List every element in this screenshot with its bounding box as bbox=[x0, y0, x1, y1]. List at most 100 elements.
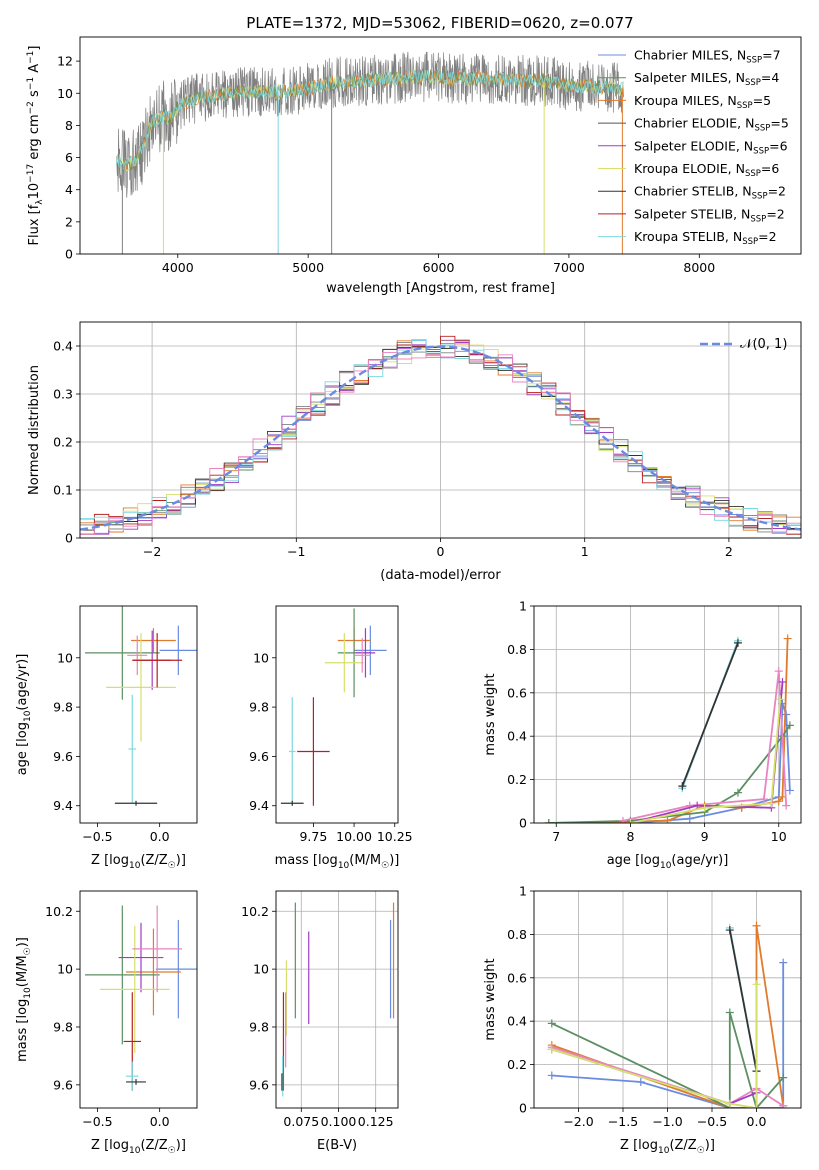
x-axis-label: Z [log10(Z/Z☉)] bbox=[91, 853, 186, 871]
series-marker bbox=[663, 816, 672, 823]
data-point bbox=[297, 697, 330, 806]
data-point bbox=[131, 628, 176, 653]
age_vs_Z-frame bbox=[79, 605, 198, 824]
series-marker bbox=[774, 667, 783, 676]
x-tick-label: 10 bbox=[771, 829, 787, 844]
x-tick-label: −2.0 bbox=[563, 1114, 593, 1129]
legend-sub: SSP bbox=[754, 124, 770, 134]
label-part: Z [log bbox=[620, 1138, 658, 1153]
series-marker bbox=[725, 1008, 734, 1017]
legend-label: Kroupa MILES, NSSP=5 bbox=[634, 93, 771, 111]
residual-histogram bbox=[80, 335, 801, 535]
y-tick-label: 10 bbox=[253, 962, 269, 977]
mass_vs_ebv-grid bbox=[276, 891, 398, 1108]
y-axis-label: Flux [fλ10−17 erg cm−2 s−1 A−1] bbox=[26, 46, 45, 246]
residual-histogram bbox=[80, 340, 801, 535]
legend-value: =7 bbox=[762, 48, 780, 63]
x-axis-label: Z [log10(Z/Z☉)] bbox=[91, 1138, 186, 1156]
legend-value: =5 bbox=[753, 93, 771, 108]
x-tick-label: 9.75 bbox=[299, 829, 327, 844]
y-tick-label: 0.4 bbox=[53, 339, 73, 354]
x-tick-label: −1.5 bbox=[608, 1114, 638, 1129]
data-point bbox=[289, 697, 296, 806]
y-tick-label: 0 bbox=[65, 531, 73, 546]
y-tick-label: 10 bbox=[57, 962, 73, 977]
label-part: 10 bbox=[129, 861, 141, 871]
x-tick-label: 0 bbox=[437, 544, 445, 559]
series-marker bbox=[544, 819, 553, 823]
label-part: )] bbox=[389, 853, 399, 868]
x-tick-label: 2 bbox=[725, 544, 733, 559]
x-tick-label: 10.00 bbox=[336, 829, 372, 844]
y-tick-label: 10.2 bbox=[45, 904, 73, 919]
massweight_vs_age-frame bbox=[533, 605, 802, 824]
series-marker bbox=[636, 1077, 645, 1086]
x-tick-label: 6000 bbox=[423, 260, 455, 275]
y-tick-label: 9.4 bbox=[53, 798, 73, 813]
series-marker bbox=[785, 721, 794, 730]
mass_vs_Z-frame bbox=[79, 890, 198, 1109]
label-part: (age/yr)] bbox=[15, 654, 30, 711]
legend-value: =6 bbox=[769, 138, 787, 153]
label-part: ☉ bbox=[168, 861, 176, 871]
series-marker bbox=[767, 799, 776, 808]
series-marker bbox=[774, 797, 783, 806]
legend-label: Chabrier ELODIE, NSSP=5 bbox=[634, 116, 789, 134]
label-part: ☉ bbox=[168, 1146, 176, 1156]
series-marker bbox=[785, 786, 794, 795]
label-part: 10 bbox=[129, 1146, 141, 1156]
label-part: −1 bbox=[26, 51, 36, 64]
x-tick-label: 8 bbox=[626, 829, 634, 844]
x-tick-label: 9 bbox=[701, 829, 709, 844]
spectrum-panel: 4000 5000 6000 7000 8000 0 2 4 6 8 10 12 Chabrier MI… bbox=[26, 36, 802, 296]
residuals-plot-area bbox=[80, 335, 801, 535]
series-marker bbox=[678, 782, 687, 791]
gaussian-curve bbox=[80, 345, 801, 531]
label-part: (Z/Z bbox=[140, 853, 167, 868]
series-marker bbox=[752, 980, 761, 989]
data-point bbox=[118, 922, 164, 993]
y-tick-label: 0.2 bbox=[507, 772, 527, 787]
series-marker bbox=[547, 1019, 556, 1028]
y-tick-label: 12 bbox=[57, 54, 73, 69]
series-line bbox=[551, 925, 785, 1108]
series-line bbox=[551, 962, 785, 1108]
y-tick-label: 2 bbox=[65, 214, 73, 229]
legend-label: Salpeter ELODIE, NSSP=6 bbox=[634, 138, 788, 156]
series-marker bbox=[778, 677, 787, 686]
label-part: (Z/Z bbox=[669, 1138, 696, 1153]
legend-text: Salpeter STELIB, N bbox=[634, 206, 750, 221]
data-point bbox=[132, 633, 183, 688]
legend-value: =5 bbox=[770, 116, 788, 131]
series-line bbox=[551, 984, 758, 1108]
label-part: −17 bbox=[26, 164, 36, 183]
y-tick-label: 9.8 bbox=[53, 1019, 73, 1034]
legend-text: Salpeter ELODIE, N bbox=[634, 138, 753, 153]
label-part: 10 bbox=[27, 183, 42, 200]
x-tick-label: −2 bbox=[143, 544, 161, 559]
legend-label: Chabrier MILES, NSSP=7 bbox=[634, 48, 781, 66]
legend-sub: SSP bbox=[750, 214, 766, 224]
age_vs_mass-frame bbox=[275, 605, 399, 824]
label-part: 10 bbox=[660, 861, 672, 871]
data-point bbox=[128, 694, 137, 804]
spectrum-frame bbox=[79, 36, 802, 255]
spectrum-plot-area bbox=[116, 51, 624, 254]
legend-text: Chabrier ELODIE, N bbox=[634, 116, 754, 131]
mass_vs_Z-plot-area bbox=[84, 905, 197, 1091]
series-marker bbox=[752, 1104, 761, 1108]
y-tick-label: 1 bbox=[519, 599, 527, 614]
y-tick-label: 9.8 bbox=[249, 700, 269, 715]
label-part: ☉ bbox=[381, 861, 389, 871]
label-part: )] bbox=[15, 937, 30, 947]
y-tick-label: 0.1 bbox=[53, 483, 73, 498]
y-tick-label: 9.6 bbox=[53, 1077, 73, 1092]
data-point bbox=[354, 638, 371, 673]
y-tick-label: 0 bbox=[519, 1101, 527, 1116]
y-tick-label: 10.2 bbox=[241, 904, 269, 919]
y-tick-label: 10 bbox=[57, 86, 73, 101]
